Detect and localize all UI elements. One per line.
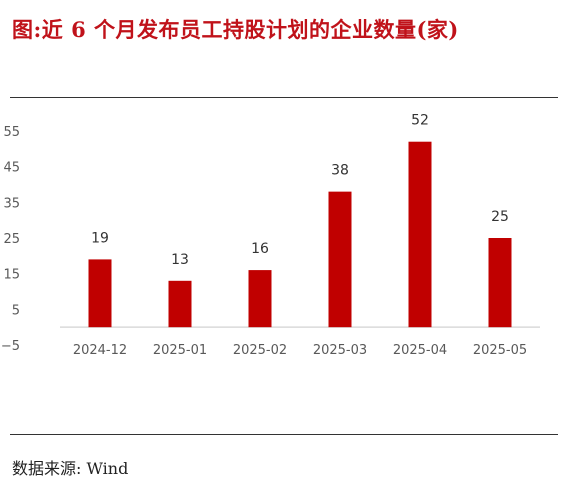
bar-2025-05: [488, 238, 512, 328]
x-tick-label-2025-02: 2025-02: [233, 343, 287, 358]
data-label-2025-03: 38: [331, 163, 349, 179]
bar-2025-04: [408, 141, 432, 328]
y-tick-label: 55: [3, 125, 20, 140]
y-tick-label: 5: [12, 303, 20, 318]
y-tick-label: 15: [3, 268, 20, 283]
data-label-2024-12: 19: [91, 230, 109, 246]
top-divider: [10, 97, 558, 98]
bar-2025-02: [248, 270, 272, 328]
data-labels-group: 19 13 16 38 52 25: [91, 113, 509, 268]
bar-2024-12: [88, 259, 112, 328]
bottom-divider: [10, 434, 558, 435]
bar-chart: −5 5 15 25 35 45 55 19 13 16 38 52 25 2024-12 2025-0…: [1, 113, 540, 358]
x-tick-label-2024-12: 2024-12: [73, 343, 127, 358]
y-tick-label: 35: [3, 196, 20, 211]
y-tick-label: −5: [1, 339, 20, 354]
data-label-2025-02: 16: [251, 241, 269, 257]
data-label-2025-04: 52: [411, 113, 429, 129]
x-tick-label-2025-01: 2025-01: [153, 343, 207, 358]
x-tick-label-2025-05: 2025-05: [473, 343, 527, 358]
bar-2025-01: [168, 280, 192, 328]
x-tick-label-2025-03: 2025-03: [313, 343, 367, 358]
y-axis: −5 5 15 25 35 45 55: [1, 125, 20, 354]
x-tick-label-2025-04: 2025-04: [393, 343, 447, 358]
data-label-2025-05: 25: [491, 209, 509, 225]
data-label-2025-01: 13: [171, 252, 189, 268]
y-tick-label: 25: [3, 232, 20, 247]
x-axis: 2024-12 2025-01 2025-02 2025-03 2025-04 2025-…: [73, 343, 527, 358]
bars-group: [88, 141, 512, 328]
y-tick-label: 45: [3, 161, 20, 176]
bar-2025-03: [328, 191, 352, 328]
page-title: 图:近 6 个月发布员工持股计划的企业数量(家): [12, 17, 459, 42]
source-note: 数据来源: Wind: [12, 459, 129, 478]
